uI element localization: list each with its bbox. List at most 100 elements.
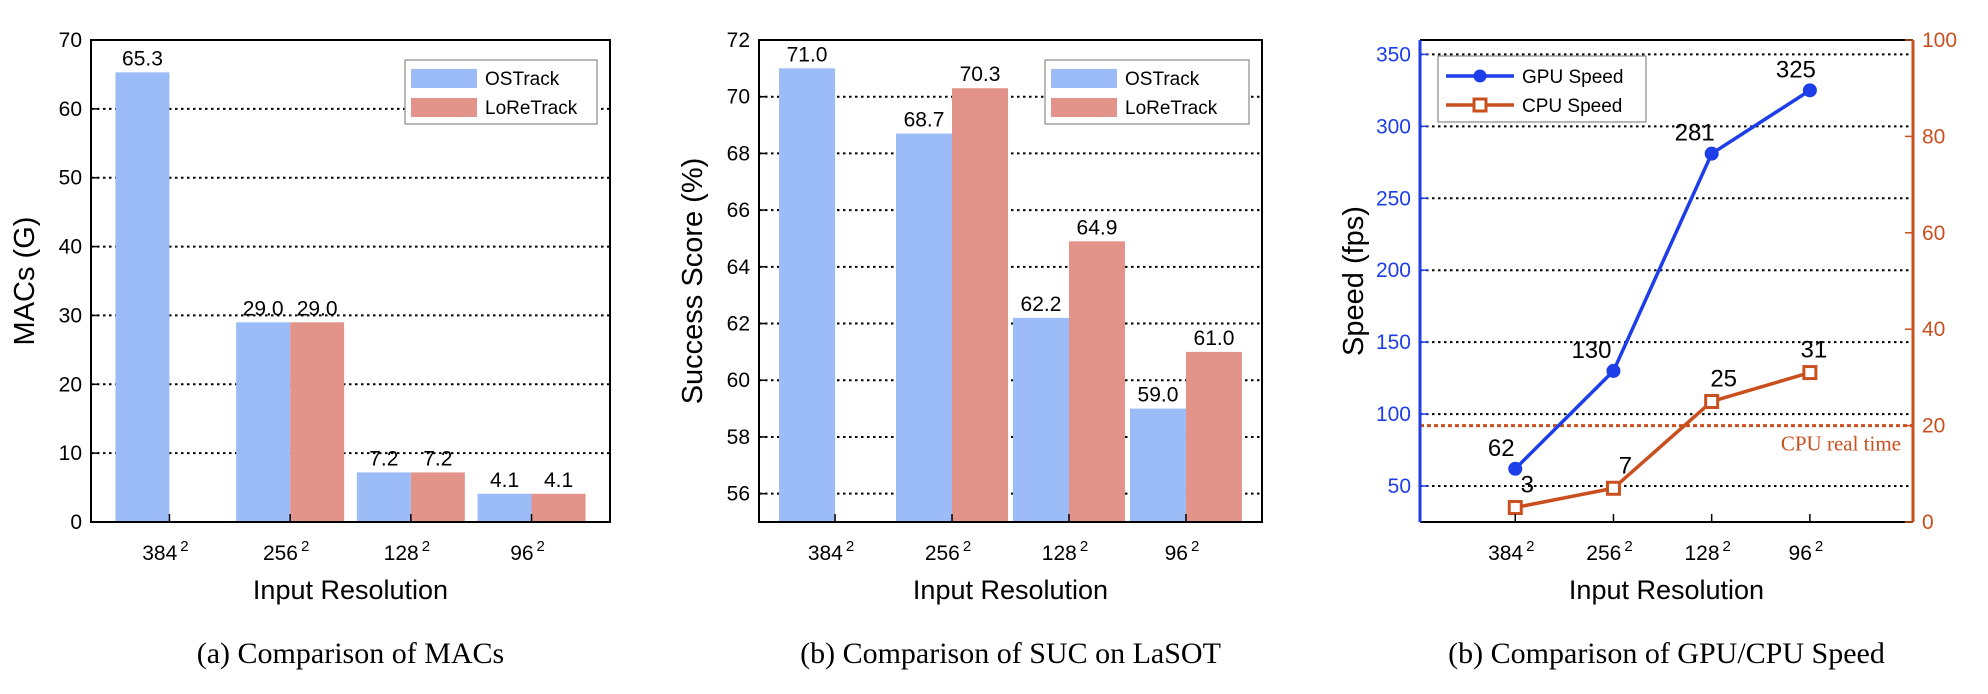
x-tick-label: 256 2 (263, 538, 309, 565)
cpu-speed-marker (1605, 480, 1621, 496)
left-y-tick-label: 60 (59, 98, 82, 121)
right-y-tick-label: 20 (1922, 415, 1945, 438)
x-axis-label: Input Resolution (913, 575, 1108, 605)
x-tick-label: 96 2 (1789, 538, 1824, 565)
point-value-label: 325 (1776, 56, 1816, 83)
cpu-speed-marker (1704, 394, 1720, 409)
legend-marker-cpu (1472, 97, 1488, 113)
legend-label: LoReTrack (1125, 98, 1218, 119)
right-y-tick-label: 60 (1922, 222, 1945, 245)
left-y-tick-label: 66 (727, 199, 750, 222)
x-axis-label: Input Resolution (1569, 575, 1764, 605)
bar-value-label: 70.3 (960, 63, 1001, 86)
point-value-label: 3 (1521, 472, 1534, 499)
x-tick-base: 384 (1488, 542, 1523, 565)
bar-loretrack (290, 322, 345, 522)
bar-value-label: 68.7 (904, 109, 945, 132)
x-tick-base: 128 (384, 542, 419, 565)
legend-swatch-loretrack (411, 98, 477, 117)
x-tick-sup: 2 (1191, 538, 1199, 555)
x-tick-label: 128 2 (384, 538, 430, 565)
x-tick-label: 128 2 (1684, 538, 1730, 565)
figure-caption: (b) Comparison of SUC on LaSOT (800, 637, 1221, 670)
bar-value-label: 65.3 (122, 47, 163, 70)
bar-value-label: 7.2 (423, 447, 452, 470)
left-y-tick-label: 68 (727, 142, 750, 165)
gpu-speed-marker (1704, 146, 1719, 161)
series-line-cpu-speed (1514, 370, 1811, 510)
speed-chart: CPU real time621302813253725315010015020… (1338, 29, 1957, 670)
left-y-tick-label: 58 (727, 426, 750, 449)
left-y-tick-label: 350 (1376, 43, 1411, 66)
x-tick-base: 384 (142, 542, 177, 565)
bar-value-label: 64.9 (1077, 216, 1118, 239)
bar-value-label: 4.1 (544, 469, 573, 492)
macs-chart: 65.3 29.0 7.2 4.1 29.0 7.2 4.1 0 10 20 30 40 50 60 70 M… (9, 29, 611, 670)
x-tick-sup: 2 (301, 538, 309, 555)
legend-label: OSTrack (1125, 69, 1200, 90)
left-y-tick-label: 56 (727, 483, 750, 506)
x-tick-base: 96 (1165, 542, 1188, 565)
x-tick-label: 96 2 (510, 538, 545, 565)
x-tick-sup: 2 (537, 538, 545, 555)
left-y-tick-label: 0 (70, 511, 82, 534)
bar-ostrack (1012, 317, 1069, 522)
bar-ostrack (477, 493, 532, 522)
x-tick-sup: 2 (180, 538, 188, 555)
right-y-tick-label: 80 (1922, 125, 1945, 148)
bar-ostrack (115, 72, 170, 522)
bar-ostrack (896, 133, 953, 523)
left-y-tick-label: 60 (727, 369, 750, 392)
y-axis-label: Success Score (%) (677, 158, 709, 405)
x-tick-label: 256 2 (1586, 538, 1632, 565)
legend-swatch-ostrack (1051, 69, 1117, 88)
cpu-real-time-label: CPU real time (1781, 432, 1901, 456)
x-tick-base: 96 (1789, 542, 1812, 565)
bar-ostrack (236, 322, 291, 522)
bar-ostrack (1129, 408, 1186, 522)
x-tick-sup: 2 (1815, 538, 1823, 555)
legend-label: CPU Speed (1522, 96, 1622, 117)
bar-loretrack (531, 493, 586, 522)
x-tick-label: 384 2 (142, 538, 188, 565)
x-tick-sup: 2 (1723, 538, 1731, 555)
right-y-tick-label: 100 (1922, 29, 1957, 52)
x-tick-base: 128 (1684, 542, 1719, 565)
y-axis-label: MACs (G) (9, 217, 41, 346)
point-value-label: 62 (1488, 435, 1515, 462)
figure-caption: (b) Comparison of GPU/CPU Speed (1448, 637, 1885, 670)
left-y-tick-label: 50 (1388, 475, 1411, 498)
figure-caption: (a) Comparison of MACs (197, 637, 504, 670)
left-y-tick-label: 150 (1376, 331, 1411, 354)
x-tick-sup: 2 (963, 538, 971, 555)
x-tick-base: 256 (1586, 542, 1621, 565)
legend-label: GPU Speed (1522, 67, 1623, 88)
gpu-speed-marker (1606, 363, 1621, 378)
gpu-speed-marker (1802, 83, 1817, 98)
point-value-label: 281 (1675, 120, 1715, 147)
left-y-tick-label: 64 (727, 256, 751, 279)
right-y-tick-label: 0 (1922, 511, 1934, 534)
left-y-tick-label: 70 (59, 29, 82, 52)
left-y-tick-label: 40 (59, 236, 82, 259)
left-y-tick-label: 10 (59, 442, 82, 465)
x-tick-sup: 2 (1080, 538, 1088, 555)
x-tick-label: 384 2 (808, 538, 854, 565)
suc-chart: 71.0 68.7 62.2 59.0 70.3 64.9 61.0 56 58 60 62 64 66… (677, 29, 1263, 670)
bar-ostrack (779, 68, 836, 523)
left-y-tick-label: 62 (727, 313, 750, 336)
x-tick-base: 256 (925, 542, 960, 565)
x-tick-label: 128 2 (1042, 538, 1088, 565)
bar-value-label: 29.0 (243, 297, 284, 320)
bar-value-label: 61.0 (1194, 327, 1235, 350)
legend-label: OSTrack (485, 69, 560, 90)
x-tick-sup: 2 (422, 538, 430, 555)
gpu-speed-marker (1508, 461, 1523, 476)
left-y-tick-label: 50 (59, 167, 82, 190)
right-y-tick-label: 40 (1922, 318, 1945, 341)
legend-swatch-loretrack (1051, 98, 1117, 117)
left-y-tick-label: 250 (1376, 187, 1411, 210)
x-tick-base: 384 (808, 542, 843, 565)
x-tick-label: 96 2 (1165, 538, 1200, 565)
